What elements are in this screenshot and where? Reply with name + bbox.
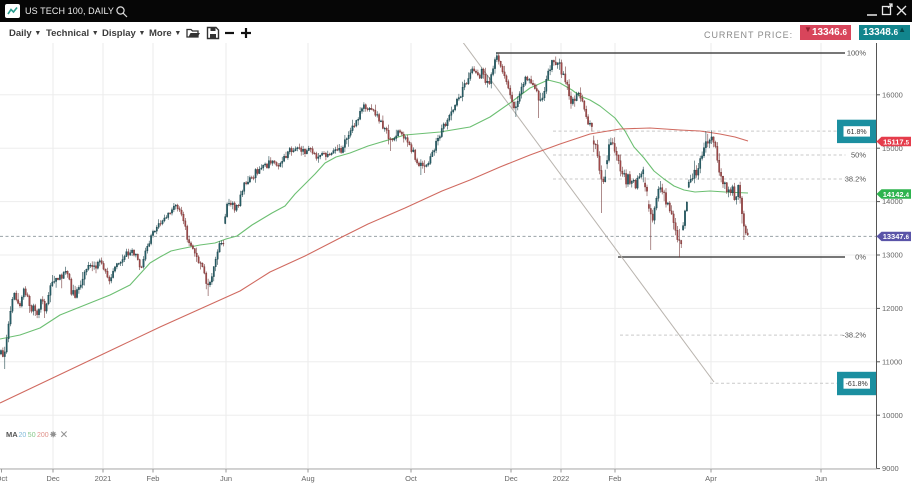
svg-text:16000: 16000 [882, 90, 903, 99]
svg-text:2021: 2021 [95, 474, 112, 483]
svg-text:50%: 50% [851, 151, 866, 160]
svg-text:-61.8%: -61.8% [846, 381, 868, 388]
svg-text:0%: 0% [855, 253, 866, 262]
svg-text:Oct: Oct [0, 474, 8, 483]
svg-text:Jun: Jun [220, 474, 232, 483]
svg-text:9000: 9000 [882, 464, 899, 473]
svg-text:-38.2%: -38.2% [842, 331, 866, 340]
svg-text:14000: 14000 [882, 197, 903, 206]
svg-text:13000: 13000 [882, 251, 903, 260]
svg-text:100%: 100% [847, 49, 867, 58]
svg-text:15117.5: 15117.5 [883, 137, 910, 146]
svg-text:2022: 2022 [553, 474, 570, 483]
svg-text:15000: 15000 [882, 144, 903, 153]
svg-text:Oct: Oct [405, 474, 418, 483]
svg-text:Jun: Jun [815, 474, 827, 483]
svg-text:50: 50 [28, 432, 36, 439]
svg-text:10000: 10000 [882, 411, 903, 420]
svg-text:11000: 11000 [882, 357, 902, 366]
svg-text:38.2%: 38.2% [845, 175, 867, 184]
svg-text:12000: 12000 [882, 304, 903, 313]
svg-text:13347.6: 13347.6 [883, 232, 910, 241]
svg-text:Feb: Feb [147, 474, 160, 483]
svg-text:Dec: Dec [46, 474, 60, 483]
svg-text:Aug: Aug [301, 474, 314, 483]
svg-text:Dec: Dec [504, 474, 518, 483]
svg-text:MA: MA [6, 430, 18, 439]
svg-text:200: 200 [37, 432, 49, 439]
svg-text:61.8%: 61.8% [847, 129, 867, 136]
svg-text:Apr: Apr [705, 474, 717, 483]
svg-text:Feb: Feb [609, 474, 622, 483]
svg-text:14142.4: 14142.4 [883, 190, 910, 199]
svg-text:20: 20 [19, 432, 27, 439]
